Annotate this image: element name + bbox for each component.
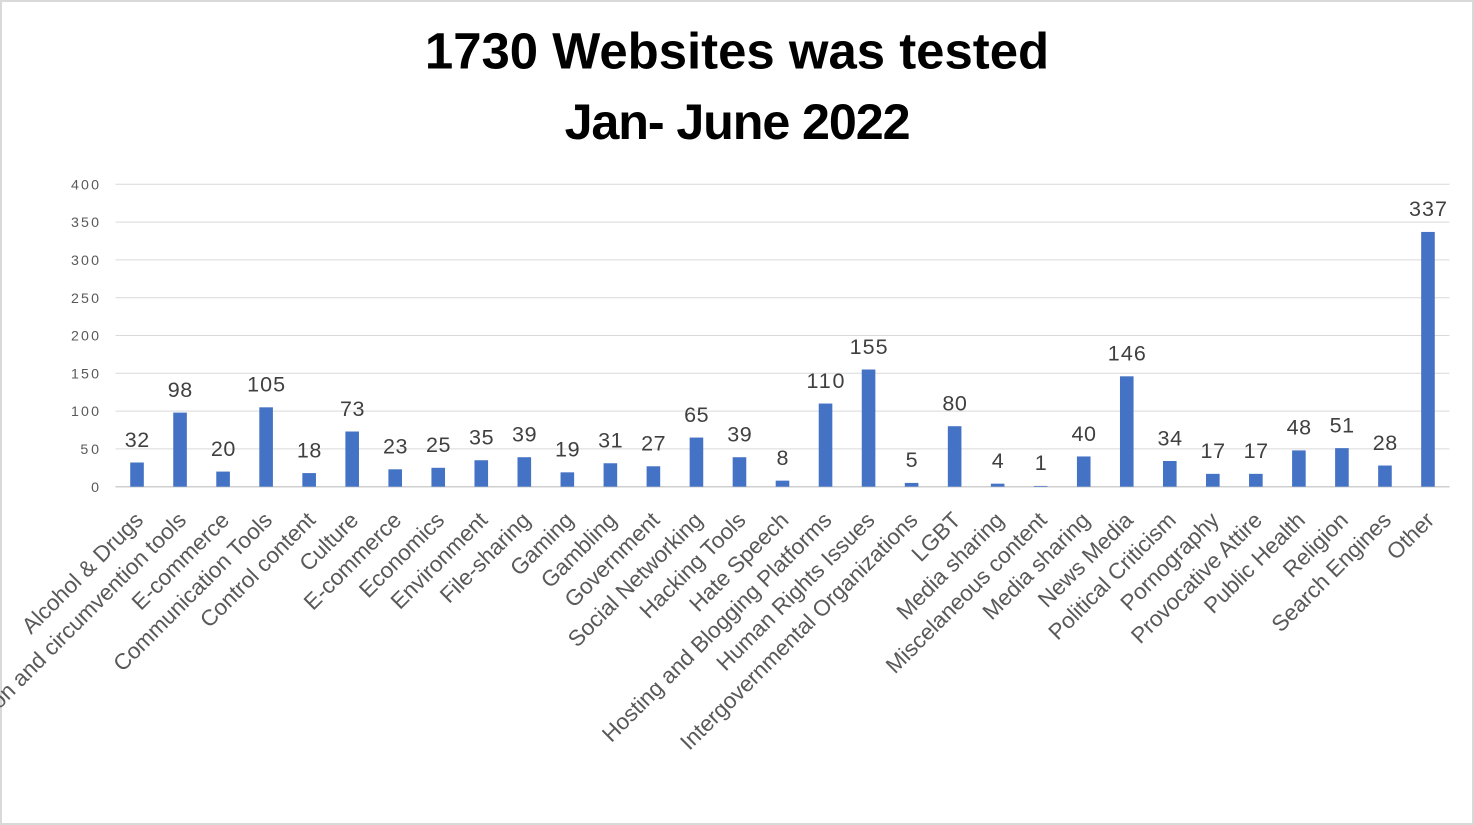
- svg-text:19: 19: [555, 438, 580, 462]
- svg-text:110: 110: [807, 369, 845, 393]
- svg-text:25: 25: [426, 433, 451, 457]
- svg-text:48: 48: [1287, 416, 1312, 440]
- svg-text:105: 105: [247, 373, 285, 397]
- svg-text:31: 31: [598, 429, 623, 453]
- svg-text:155: 155: [850, 335, 888, 359]
- svg-text:39: 39: [512, 423, 537, 447]
- svg-text:300: 300: [71, 253, 99, 269]
- svg-text:20: 20: [211, 437, 236, 461]
- svg-text:40: 40: [1071, 422, 1096, 446]
- svg-text:4: 4: [992, 449, 1004, 473]
- svg-text:400: 400: [71, 177, 99, 193]
- svg-text:98: 98: [168, 378, 193, 402]
- svg-text:34: 34: [1158, 426, 1183, 450]
- svg-text:23: 23: [383, 435, 408, 459]
- svg-text:1730 Websites was tested: 1730 Websites was tested: [425, 22, 1049, 79]
- svg-text:73: 73: [340, 397, 365, 421]
- svg-text:337: 337: [1409, 197, 1447, 221]
- svg-text:200: 200: [71, 329, 99, 345]
- svg-text:17: 17: [1244, 439, 1269, 463]
- svg-text:27: 27: [641, 432, 666, 456]
- svg-text:65: 65: [684, 403, 709, 427]
- svg-text:28: 28: [1373, 431, 1398, 455]
- svg-text:18: 18: [297, 438, 322, 462]
- svg-text:0: 0: [91, 480, 99, 496]
- svg-text:146: 146: [1108, 342, 1146, 366]
- svg-text:32: 32: [125, 428, 150, 452]
- svg-text:51: 51: [1330, 413, 1355, 437]
- svg-text:39: 39: [727, 423, 752, 447]
- svg-text:1: 1: [1035, 451, 1047, 475]
- svg-text:150: 150: [71, 366, 99, 382]
- svg-text:80: 80: [942, 392, 967, 416]
- svg-text:35: 35: [469, 426, 494, 450]
- svg-text:250: 250: [71, 291, 99, 307]
- svg-text:350: 350: [71, 215, 99, 231]
- svg-text:Jan- June 2022: Jan- June 2022: [565, 93, 910, 150]
- svg-text:5: 5: [906, 448, 918, 472]
- svg-text:17: 17: [1201, 439, 1226, 463]
- svg-text:100: 100: [71, 404, 99, 420]
- svg-text:8: 8: [777, 446, 789, 470]
